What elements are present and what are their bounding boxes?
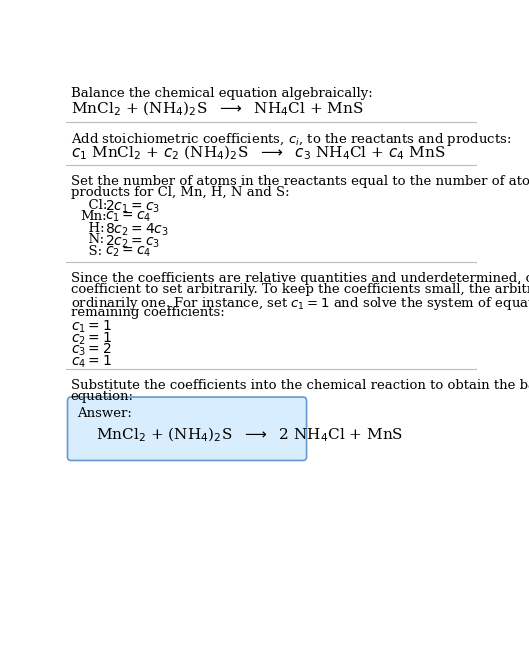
Text: ordinarily one. For instance, set $c_1 = 1$ and solve the system of equations fo: ordinarily one. For instance, set $c_1 =… — [71, 295, 529, 312]
Text: Since the coefficients are relative quantities and underdetermined, choose a: Since the coefficients are relative quan… — [71, 272, 529, 285]
Text: Cl:: Cl: — [80, 199, 107, 212]
Text: remaining coefficients:: remaining coefficients: — [71, 306, 224, 320]
Text: products for Cl, Mn, H, N and S:: products for Cl, Mn, H, N and S: — [71, 186, 289, 199]
Text: $2c_1 = c_3$: $2c_1 = c_3$ — [105, 199, 160, 215]
Text: Substitute the coefficients into the chemical reaction to obtain the balanced: Substitute the coefficients into the che… — [71, 378, 529, 391]
Text: $c_1 = 1$: $c_1 = 1$ — [71, 319, 112, 335]
Text: $c_2 = 1$: $c_2 = 1$ — [71, 330, 112, 347]
Text: $2c_2 = c_3$: $2c_2 = c_3$ — [105, 233, 160, 250]
Text: equation:: equation: — [71, 390, 134, 403]
Text: S:: S: — [80, 245, 102, 258]
Text: MnCl$_2$ + (NH$_4$)$_2$S  $\longrightarrow$  2 NH$_4$Cl + MnS: MnCl$_2$ + (NH$_4$)$_2$S $\longrightarro… — [96, 426, 403, 444]
Text: Mn:: Mn: — [80, 210, 107, 223]
Text: coefficient to set arbitrarily. To keep the coefficients small, the arbitrary va: coefficient to set arbitrarily. To keep … — [71, 283, 529, 296]
Text: $c_2 = c_4$: $c_2 = c_4$ — [105, 245, 151, 259]
Text: N:: N: — [80, 233, 104, 246]
Text: MnCl$_2$ + (NH$_4$)$_2$S  $\longrightarrow$  NH$_4$Cl + MnS: MnCl$_2$ + (NH$_4$)$_2$S $\longrightarro… — [71, 100, 363, 118]
Text: Add stoichiometric coefficients, $c_i$, to the reactants and products:: Add stoichiometric coefficients, $c_i$, … — [71, 131, 511, 148]
Text: $c_4 = 1$: $c_4 = 1$ — [71, 353, 112, 369]
Text: $c_3 = 2$: $c_3 = 2$ — [71, 342, 112, 358]
FancyBboxPatch shape — [68, 397, 306, 461]
Text: Balance the chemical equation algebraically:: Balance the chemical equation algebraica… — [71, 87, 372, 100]
Text: Set the number of atoms in the reactants equal to the number of atoms in the: Set the number of atoms in the reactants… — [71, 175, 529, 188]
Text: $8c_2 = 4c_3$: $8c_2 = 4c_3$ — [105, 222, 169, 238]
Text: $c_1$ MnCl$_2$ + $c_2$ (NH$_4$)$_2$S  $\longrightarrow$  $c_3$ NH$_4$Cl + $c_4$ : $c_1$ MnCl$_2$ + $c_2$ (NH$_4$)$_2$S $\l… — [71, 144, 445, 162]
Text: H:: H: — [80, 222, 105, 235]
Text: Answer:: Answer: — [77, 407, 132, 420]
Text: $c_1 = c_4$: $c_1 = c_4$ — [105, 210, 151, 225]
